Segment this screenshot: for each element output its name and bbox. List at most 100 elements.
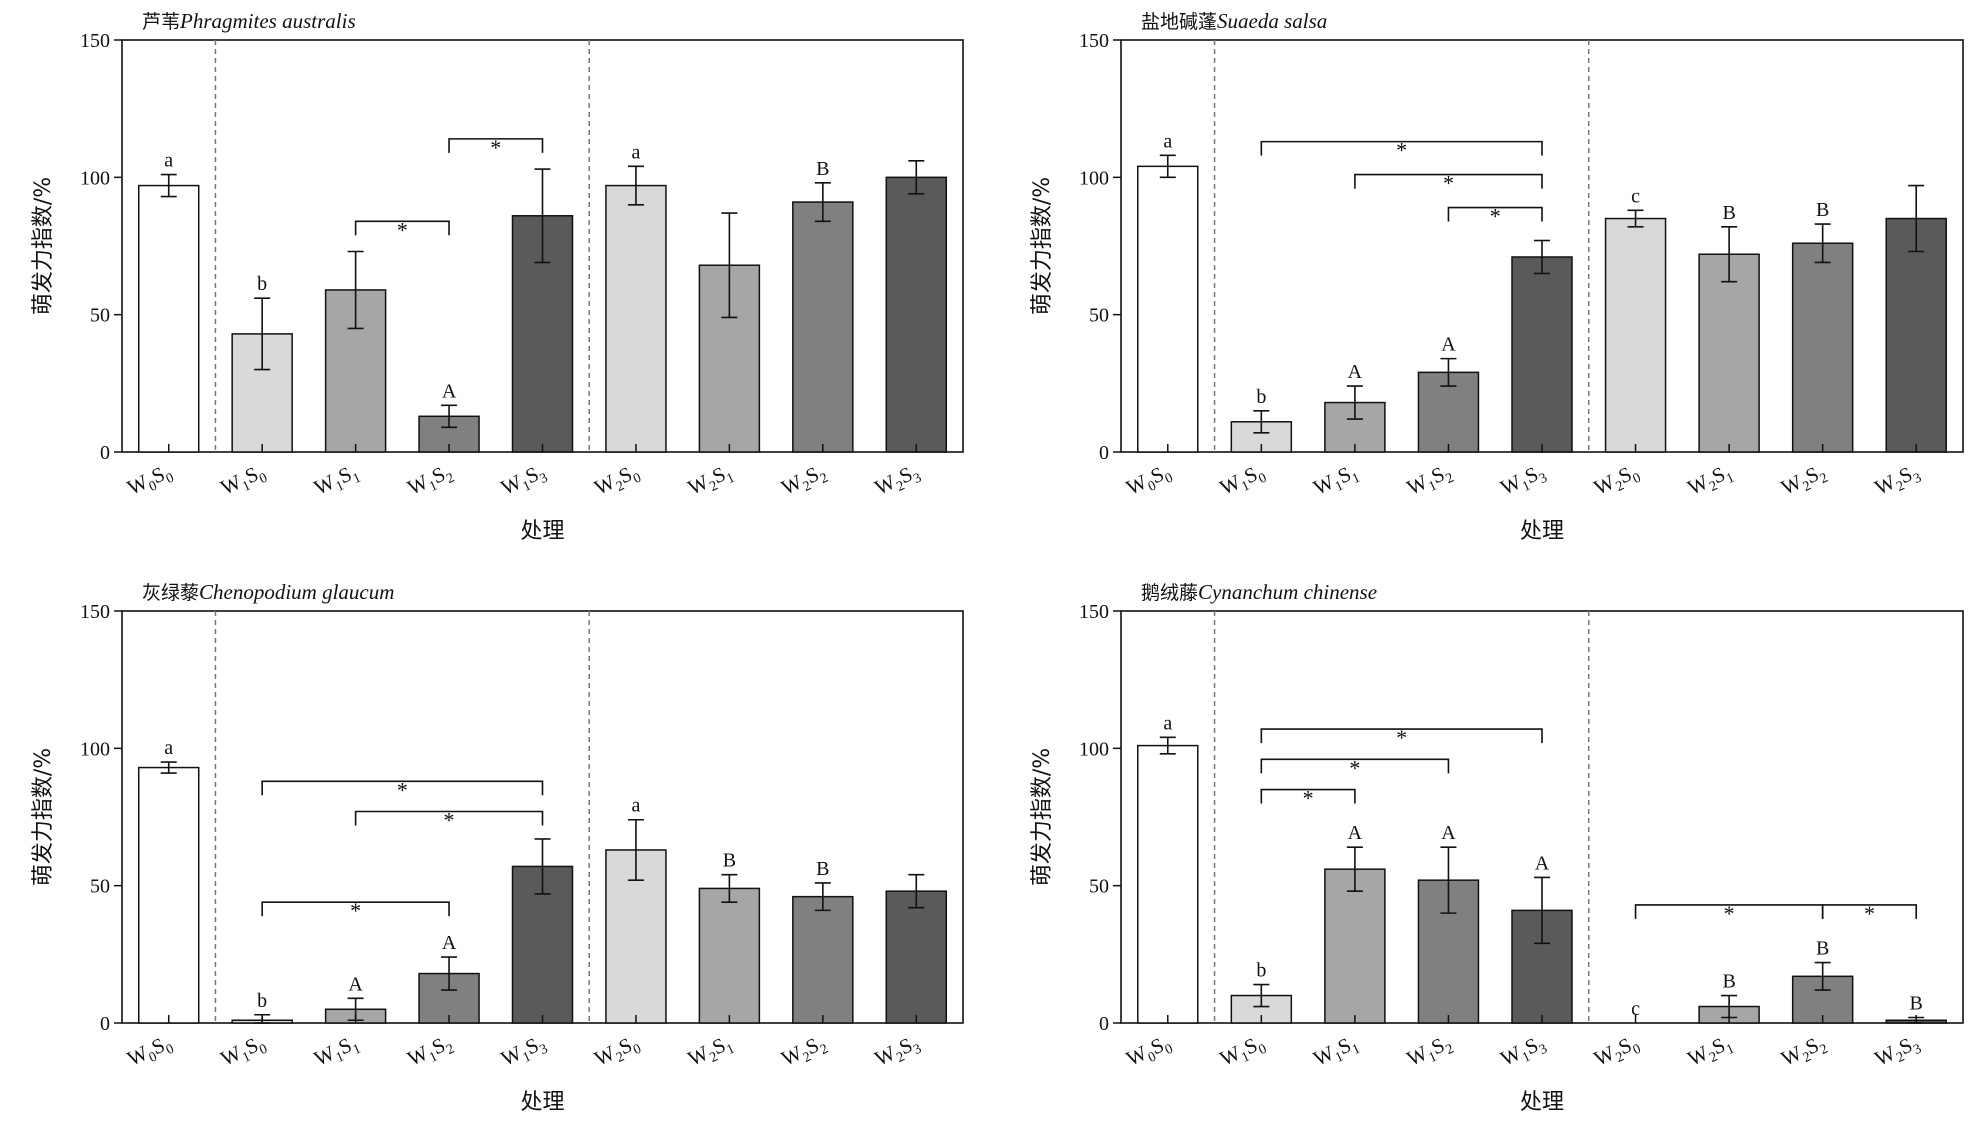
significance-bracket [1260,728,1543,744]
significance-star: * [1396,725,1407,750]
x-category-label: W1S2 [1403,459,1456,504]
x-category-label: W0S0 [1122,1030,1175,1075]
bar [418,972,480,1024]
x-category-label: W2S3 [871,1030,924,1075]
x-category-label: W1S0 [1216,459,1269,504]
title-latin: Phragmites australis [179,9,356,33]
significance-letter: A [1348,822,1363,844]
x-category-label: W2S0 [1590,459,1643,504]
x-category-label: W1S3 [497,459,550,504]
significance-letter: a [164,737,173,759]
significance-letter: A [1535,852,1550,874]
x-category-label: W2S3 [1871,1030,1924,1075]
significance-letter: c [1631,998,1640,1020]
y-tick-label: 150 [80,30,110,52]
x-category-label: W1S0 [217,459,270,504]
y-axis-label: 萌发力指数/% [31,748,56,886]
y-tick-label: 100 [1079,167,1109,189]
significance-letter: a [631,795,640,817]
significance-letter: A [1441,822,1456,844]
significance-letter: B [1816,938,1829,960]
bar [792,895,854,1024]
bar [1137,165,1199,453]
x-category-label: W2S0 [591,1030,644,1075]
x-category-label: W1S1 [310,1030,363,1075]
x-category-label: W1S2 [404,459,457,504]
x-category-label: W1S1 [1310,459,1363,504]
significance-star: * [350,898,361,923]
y-tick-label: 150 [80,601,110,623]
bar [885,890,948,1024]
title-cn: 鹅绒藤 [1141,582,1198,604]
significance-bracket [1354,173,1543,189]
significance-bracket [261,780,544,796]
x-category-label: W2S2 [778,1030,831,1075]
panel-title: 灰绿藜Chenopodium glaucum [142,580,394,604]
significance-bracket [448,138,544,153]
y-axis-label: 萌发力指数/% [1030,177,1055,315]
significance-star: * [397,217,408,242]
x-category-label: W2S0 [591,459,644,504]
significance-letter: A [1441,334,1456,356]
x-category-label: W2S3 [871,459,924,504]
significance-letter: B [1816,199,1829,221]
significance-letter: B [816,858,829,880]
x-category-label: W2S1 [684,1030,737,1075]
x-axis-label: 处理 [1520,1090,1564,1115]
panel-title: 盐地碱蓬Suaeda salsa [1141,9,1327,33]
y-tick-label: 0 [1099,1013,1109,1035]
y-tick-label: 50 [90,876,110,898]
significance-letter: B [1910,993,1923,1015]
y-axis-label: 萌发力指数/% [31,177,56,315]
bar [1137,744,1199,1024]
bar [605,184,667,453]
y-tick-label: 50 [90,305,110,327]
x-category-label: W2S1 [684,459,737,504]
x-category-label: W2S0 [1590,1030,1643,1075]
x-category-label: W2S2 [778,459,831,504]
significance-star: * [1443,171,1454,196]
significance-letter: a [164,150,173,172]
x-category-label: W1S2 [404,1030,457,1075]
significance-bracket [1260,140,1543,156]
significance-letter: B [1722,202,1735,224]
bar [1698,253,1760,453]
x-category-label: W0S0 [1122,459,1175,504]
significance-letter: A [442,380,457,402]
significance-star: * [1396,138,1407,163]
x-category-label: W0S0 [123,1030,176,1075]
significance-letter: A [1348,361,1363,383]
significance-letter: c [1631,185,1640,207]
title-latin: Chenopodium glaucum [199,580,394,604]
y-tick-label: 50 [1089,876,1109,898]
significance-bracket [1260,788,1356,804]
title-cn: 灰绿藜 [142,582,199,604]
significance-letter: b [257,990,267,1012]
significance-star: * [490,135,501,160]
significance-bracket [354,810,544,826]
significance-letter: A [442,932,457,954]
significance-star: * [444,808,455,833]
significance-letter: B [1722,971,1735,993]
significance-letter: a [1163,712,1172,734]
bar [1604,217,1667,453]
significance-bracket [1447,206,1543,222]
x-axis-label: 处理 [520,519,564,544]
bar [1885,217,1947,453]
significance-star: * [397,777,408,802]
significance-star: * [1490,204,1501,229]
title-latin: Suaeda salsa [1217,9,1327,33]
bar [137,184,200,453]
title-latin: Cynanchum chinense [1198,580,1377,604]
bar [698,887,761,1024]
bar [1791,242,1854,453]
x-axis-label: 处理 [1520,519,1564,544]
bar [137,766,200,1024]
significance-letter: a [1163,130,1172,152]
significance-letter: A [348,973,363,995]
y-tick-label: 150 [1079,30,1109,52]
y-axis-label: 萌发力指数/% [1030,748,1055,886]
panel-title: 鹅绒藤Cynanchum chinense [1141,580,1377,604]
x-category-label: W1S1 [1310,1030,1363,1075]
